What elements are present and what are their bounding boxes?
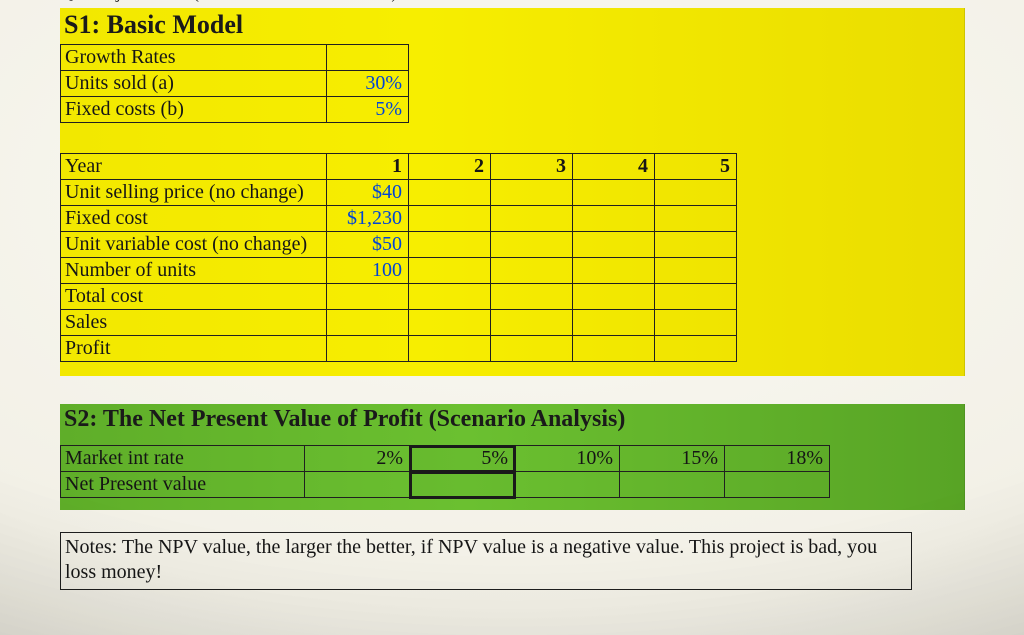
cell (573, 336, 655, 362)
cell (409, 232, 491, 258)
table-row: Fixed costs (b) 5% (61, 97, 409, 123)
cell (655, 206, 737, 232)
worksheet: Q9. Project MAG (finish below three sect… (60, 0, 965, 590)
cell (655, 180, 737, 206)
row-label: Unit variable cost (no change) (61, 232, 327, 258)
year-table: Year 1 2 3 4 5 Unit selling price (no ch… (60, 153, 737, 362)
cell (409, 258, 491, 284)
table-row: Profit (61, 336, 737, 362)
cutoff-header: Q9. Project MAG (finish below three sect… (60, 0, 965, 6)
empty-cell (327, 45, 409, 71)
cell (327, 336, 409, 362)
cell: 18% (725, 446, 830, 472)
s1-title: S1: Basic Model (60, 8, 964, 44)
cell (409, 310, 491, 336)
col-header: 1 (327, 154, 409, 180)
npv-table: Market int rate 2% 5% 10% 15% 18% Net Pr… (60, 445, 830, 498)
cell (655, 258, 737, 284)
cell (491, 180, 573, 206)
cell (655, 232, 737, 258)
cell (491, 232, 573, 258)
cell (573, 258, 655, 284)
cell (491, 336, 573, 362)
cell (573, 206, 655, 232)
cell (573, 180, 655, 206)
row-label: Fixed costs (b) (61, 97, 327, 123)
row-label: Fixed cost (61, 206, 327, 232)
row-label: Net Present value (61, 472, 305, 498)
cell (655, 336, 737, 362)
cell (491, 206, 573, 232)
cell (491, 284, 573, 310)
col-header: 4 (573, 154, 655, 180)
row-label: Units sold (a) (61, 71, 327, 97)
table-row: Units sold (a) 30% (61, 71, 409, 97)
cell (327, 284, 409, 310)
cell (655, 284, 737, 310)
s2-title: S2: The Net Present Value of Profit (Sce… (60, 404, 964, 445)
row-label: Sales (61, 310, 327, 336)
cell: $50 (327, 232, 409, 258)
cell (620, 472, 725, 498)
table-row: Fixed cost $1,230 (61, 206, 737, 232)
cell: $40 (327, 180, 409, 206)
row-label: Unit selling price (no change) (61, 180, 327, 206)
col-header: 2 (409, 154, 491, 180)
cell (515, 472, 620, 498)
cell (573, 232, 655, 258)
section-1: S1: Basic Model Growth Rates Units sold … (60, 8, 965, 376)
table-row: Unit selling price (no change) $40 (61, 180, 737, 206)
col-header: 3 (491, 154, 573, 180)
cell (491, 310, 573, 336)
table-row: Growth Rates (61, 45, 409, 71)
section-2: S2: The Net Present Value of Profit (Sce… (60, 404, 965, 510)
table-row: Unit variable cost (no change) $50 (61, 232, 737, 258)
cell: 10% (515, 446, 620, 472)
cell (573, 310, 655, 336)
table-row: Year 1 2 3 4 5 (61, 154, 737, 180)
row-value: 5% (327, 97, 409, 123)
table-row: Number of units 100 (61, 258, 737, 284)
cell (491, 258, 573, 284)
cell: 15% (620, 446, 725, 472)
cell (725, 472, 830, 498)
cell (573, 284, 655, 310)
cell (409, 206, 491, 232)
cell (305, 472, 410, 498)
table-row: Net Present value (61, 472, 830, 498)
cell (409, 180, 491, 206)
cell: $1,230 (327, 206, 409, 232)
row-label: Market int rate (61, 446, 305, 472)
cell: 2% (305, 446, 410, 472)
cell: 100 (327, 258, 409, 284)
cell (409, 336, 491, 362)
row-label: Profit (61, 336, 327, 362)
growth-header: Growth Rates (61, 45, 327, 71)
cell (655, 310, 737, 336)
table-row: Sales (61, 310, 737, 336)
col-header: 5 (655, 154, 737, 180)
growth-rates-table: Growth Rates Units sold (a) 30% Fixed co… (60, 44, 409, 123)
table-row: Market int rate 2% 5% 10% 15% 18% (61, 446, 830, 472)
notes-box: Notes: The NPV value, the larger the bet… (60, 532, 912, 590)
row-value: 30% (327, 71, 409, 97)
highlight-cell (410, 472, 515, 498)
col-header: Year (61, 154, 327, 180)
cell (327, 310, 409, 336)
row-label: Number of units (61, 258, 327, 284)
table-row: Total cost (61, 284, 737, 310)
row-label: Total cost (61, 284, 327, 310)
highlight-cell: 5% (410, 446, 515, 472)
cell (409, 284, 491, 310)
